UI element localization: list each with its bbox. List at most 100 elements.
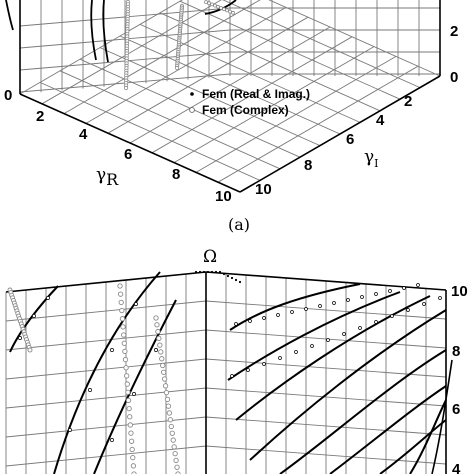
open-marker: [231, 10, 235, 15]
filled-marker: [374, 320, 378, 324]
panel-b-3d-chart: Ω 10 8 6 4: [5, 247, 468, 474]
grid-line: [5, 445, 207, 467]
x-tick-label: 2: [36, 108, 44, 125]
grid-line: [179, 0, 401, 100]
open-marker: [156, 335, 162, 341]
open-marker: [124, 381, 130, 387]
filled-marker: [210, 270, 214, 274]
open-marker: [129, 446, 135, 453]
filled-marker: [416, 283, 420, 287]
panel-b-grid: [5, 271, 447, 474]
open-marker: [225, 8, 229, 13]
open-marker: [165, 403, 172, 409]
open-marker: [118, 299, 124, 305]
filled-marker: [110, 348, 114, 352]
filled-marker: [304, 307, 308, 311]
open-marker: [161, 376, 168, 382]
open-marker: [127, 422, 133, 428]
x-axis-label: γR: [96, 165, 119, 189]
y-axis-label: γI: [364, 147, 379, 170]
filled-marker: [238, 280, 242, 284]
open-marker: [124, 373, 130, 379]
open-marker: [123, 85, 129, 91]
filled-marker: [318, 304, 322, 308]
filled-marker: [218, 270, 222, 274]
panel-a-3d-chart: 2 0 0 2 4 6 8 10 2 4 6 8 10 γR γI Fem (R…: [4, 0, 458, 234]
open-marker: [167, 417, 173, 423]
open-marker: [174, 65, 180, 71]
filled-marker: [374, 292, 378, 296]
curve-solid: [227, 291, 401, 381]
open-marker: [172, 451, 178, 457]
top-edge-line: [205, 271, 447, 291]
curve-solid: [9, 285, 59, 353]
filled-marker: [154, 348, 158, 352]
grid-line: [5, 387, 207, 409]
grid-line: [39, 81, 261, 181]
open-marker: [171, 444, 177, 450]
filled-marker: [422, 302, 426, 306]
filled-marker: [198, 270, 202, 274]
filled-marker: [406, 308, 410, 312]
y-tick-label: 8: [304, 157, 312, 174]
filled-marker: [262, 316, 266, 320]
top-edge-line: [5, 271, 207, 293]
open-marker: [207, 1, 211, 6]
legend-marker-open: [189, 107, 195, 113]
z-axis-label: Ω: [203, 247, 217, 267]
panel-b-curves: [7, 270, 453, 474]
open-marker: [168, 423, 174, 430]
filled-marker: [358, 326, 362, 330]
legend: Fem (Real & Imag.) Fem (Complex): [189, 87, 310, 117]
open-marker: [154, 322, 160, 328]
x-tick-label: 8: [172, 166, 180, 183]
open-marker: [122, 348, 128, 355]
filled-marker: [206, 270, 210, 274]
panel-a-axes: [19, 0, 441, 193]
filled-marker: [234, 278, 238, 282]
filled-marker: [18, 336, 22, 340]
filled-marker: [276, 313, 280, 317]
open-marker: [222, 7, 226, 12]
open-marker: [117, 291, 124, 297]
z-tick-label: 6: [452, 401, 460, 418]
curve-solid: [93, 299, 177, 474]
filled-marker: [46, 296, 50, 300]
grid-line: [5, 358, 207, 380]
open-marker: [119, 307, 125, 314]
open-marker: [127, 414, 133, 420]
open-marker: [121, 340, 127, 346]
open-marker: [160, 362, 166, 369]
filled-marker: [248, 319, 252, 323]
open-marker: [166, 410, 173, 416]
curve-solid: [5, 0, 14, 31]
filled-marker: [388, 289, 392, 293]
open-marker: [130, 455, 136, 461]
open-marker: [155, 328, 161, 335]
x-tick-label: 0: [4, 87, 12, 104]
open-marker: [173, 457, 179, 464]
filled-marker: [246, 368, 250, 372]
curve-solid: [102, 0, 109, 63]
grid-line: [222, 0, 421, 89]
open-marker: [170, 437, 176, 443]
z-tick-label: 10: [451, 283, 468, 300]
open-marker: [125, 389, 131, 395]
open-marker: [163, 389, 170, 396]
grid-line: [5, 329, 207, 351]
curve-solid: [409, 399, 447, 474]
open-marker: [125, 397, 132, 404]
open-marker: [210, 2, 214, 7]
open-marker: [128, 430, 134, 436]
filled-marker: [194, 270, 198, 274]
filled-marker: [234, 322, 238, 326]
open-marker: [228, 9, 232, 14]
x-axis-line: [19, 93, 241, 193]
y-axis-line: [239, 75, 441, 193]
grid-line: [205, 358, 447, 378]
x-tick-label: 4: [79, 126, 88, 143]
z-tick-label: 8: [452, 343, 460, 360]
filled-marker: [214, 270, 218, 274]
grid-line: [99, 47, 321, 147]
grid-line: [205, 329, 447, 349]
